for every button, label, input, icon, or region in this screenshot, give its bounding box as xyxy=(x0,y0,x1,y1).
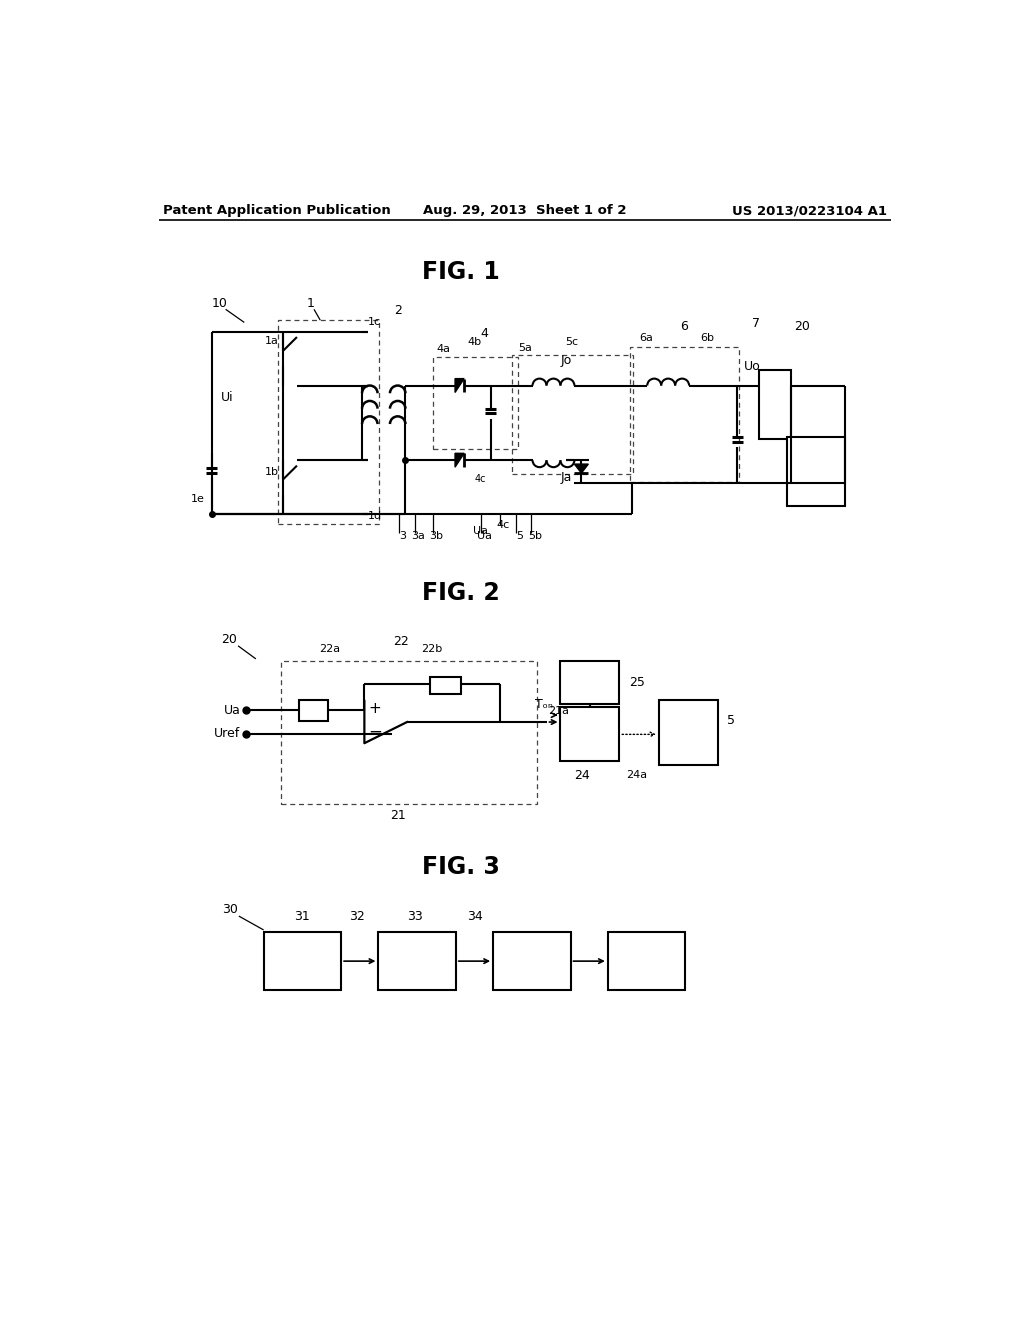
Text: 22: 22 xyxy=(393,635,409,648)
Text: 5: 5 xyxy=(727,714,735,727)
Text: 25: 25 xyxy=(629,676,644,689)
Text: 31: 31 xyxy=(295,911,310,924)
Bar xyxy=(560,708,620,762)
Bar xyxy=(282,661,538,804)
Text: +: + xyxy=(369,701,382,717)
Text: 3a: 3a xyxy=(412,531,426,541)
Bar xyxy=(279,321,379,524)
Text: 4a: 4a xyxy=(436,345,451,354)
Text: Uo: Uo xyxy=(744,360,761,372)
Text: FIG. 3: FIG. 3 xyxy=(422,855,500,879)
Text: 24a: 24a xyxy=(626,770,647,780)
Text: Jo: Jo xyxy=(560,354,571,367)
Text: Ja: Ja xyxy=(560,471,571,483)
Bar xyxy=(263,932,341,990)
Bar xyxy=(658,700,718,766)
Bar xyxy=(512,355,633,474)
Polygon shape xyxy=(574,465,589,473)
Text: 5a: 5a xyxy=(518,343,531,352)
Text: 1c: 1c xyxy=(369,317,381,326)
Text: US 2013/0223104 A1: US 2013/0223104 A1 xyxy=(732,205,887,218)
Text: 21a: 21a xyxy=(548,706,569,717)
Bar xyxy=(560,661,620,704)
Text: 3: 3 xyxy=(399,531,407,541)
Text: 4c: 4c xyxy=(475,474,486,484)
Text: 4b: 4b xyxy=(467,337,481,347)
Text: 1b: 1b xyxy=(264,467,279,477)
Text: Ua: Ua xyxy=(223,704,241,717)
Text: 10: 10 xyxy=(212,297,227,310)
Text: 2: 2 xyxy=(394,305,401,317)
Text: Ua: Ua xyxy=(473,527,488,536)
Text: 7: 7 xyxy=(752,317,760,330)
Text: 20: 20 xyxy=(795,319,810,333)
Bar xyxy=(759,370,792,440)
Text: 22a: 22a xyxy=(318,644,340,653)
Text: 5b: 5b xyxy=(528,531,542,541)
Text: 3b: 3b xyxy=(429,531,443,541)
Text: 1: 1 xyxy=(306,297,314,310)
Text: 4c: 4c xyxy=(497,520,510,529)
Text: FIG. 2: FIG. 2 xyxy=(422,581,500,606)
Text: 5c: 5c xyxy=(565,337,578,347)
Text: 4: 4 xyxy=(480,327,488,341)
Text: 1e: 1e xyxy=(190,494,205,504)
Text: Ui: Ui xyxy=(221,391,233,404)
Text: −: − xyxy=(369,723,382,741)
Polygon shape xyxy=(455,453,464,467)
Bar xyxy=(630,347,738,482)
Text: 6b: 6b xyxy=(700,333,715,343)
Bar xyxy=(378,932,456,990)
Bar xyxy=(432,358,518,449)
Text: 32: 32 xyxy=(349,911,365,924)
Text: 1a: 1a xyxy=(264,335,279,346)
Bar xyxy=(299,700,328,721)
Text: Uref: Uref xyxy=(214,727,241,741)
Text: 30: 30 xyxy=(222,903,239,916)
Text: 21: 21 xyxy=(390,809,406,822)
Text: FIG. 1: FIG. 1 xyxy=(422,260,500,284)
Text: 5: 5 xyxy=(516,531,523,541)
Bar xyxy=(786,437,845,507)
Bar xyxy=(607,932,685,990)
Bar xyxy=(493,932,570,990)
Text: 33: 33 xyxy=(407,911,423,924)
Text: 6a: 6a xyxy=(639,333,652,343)
Polygon shape xyxy=(455,379,464,392)
Text: 6: 6 xyxy=(681,319,688,333)
Text: Tₒₙ: Tₒₙ xyxy=(535,698,553,711)
Text: 22b: 22b xyxy=(421,644,442,653)
Text: 34: 34 xyxy=(467,911,483,924)
Text: Aug. 29, 2013  Sheet 1 of 2: Aug. 29, 2013 Sheet 1 of 2 xyxy=(423,205,627,218)
Bar xyxy=(430,677,461,693)
Text: 1d: 1d xyxy=(369,511,382,521)
Text: Patent Application Publication: Patent Application Publication xyxy=(163,205,390,218)
Text: 24: 24 xyxy=(574,768,590,781)
Text: Ua: Ua xyxy=(477,531,492,541)
Text: 20: 20 xyxy=(221,634,237,647)
